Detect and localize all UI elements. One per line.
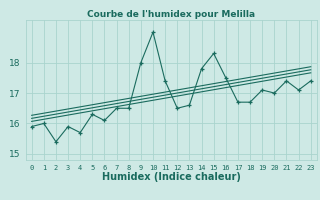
- X-axis label: Humidex (Indice chaleur): Humidex (Indice chaleur): [102, 172, 241, 182]
- Title: Courbe de l'humidex pour Melilla: Courbe de l'humidex pour Melilla: [87, 10, 255, 19]
